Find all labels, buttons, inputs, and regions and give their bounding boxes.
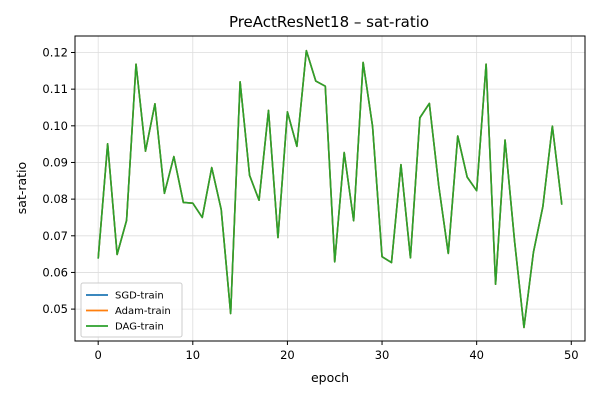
x-tick-label: 10 (185, 348, 200, 362)
series-lines (97, 49, 563, 329)
x-tick-label: 50 (564, 348, 579, 362)
x-tick-label: 20 (280, 348, 295, 362)
y-tick-label: 0.10 (42, 119, 68, 133)
y-tick-label: 0.09 (42, 155, 68, 169)
legend-box (80, 282, 183, 338)
y-tick-label: 0.08 (42, 192, 68, 206)
y-tick-label: 0.11 (42, 82, 68, 96)
y-axis-label: sat-ratio (14, 162, 29, 214)
x-axis-ticks: 0 10 20 30 40 50 (95, 341, 579, 362)
legend: SGD-train Adam-train DAG-train (80, 282, 183, 338)
x-tick-label: 40 (469, 348, 484, 362)
x-axis-label: epoch (311, 370, 349, 385)
x-tick-label: 0 (95, 348, 102, 362)
legend-label-sgd-train: SGD-train (115, 291, 164, 302)
series-line-dag-train (97, 49, 563, 329)
plot-frame (74, 35, 586, 342)
y-tick-label: 0.07 (42, 229, 68, 243)
legend-label-dag-train: DAG-train (115, 322, 164, 333)
chart-title: PreActResNet18 – sat-ratio (229, 13, 429, 31)
legend-label-adam-train: Adam-train (115, 306, 171, 317)
y-tick-label: 0.05 (42, 302, 68, 316)
y-tick-label: 0.06 (42, 265, 68, 279)
y-tick-label: 0.12 (42, 45, 68, 59)
x-tick-label: 30 (375, 348, 390, 362)
y-axis-ticks: 0.05 0.06 0.07 0.08 0.09 0.10 0.11 0.12 (42, 45, 75, 316)
